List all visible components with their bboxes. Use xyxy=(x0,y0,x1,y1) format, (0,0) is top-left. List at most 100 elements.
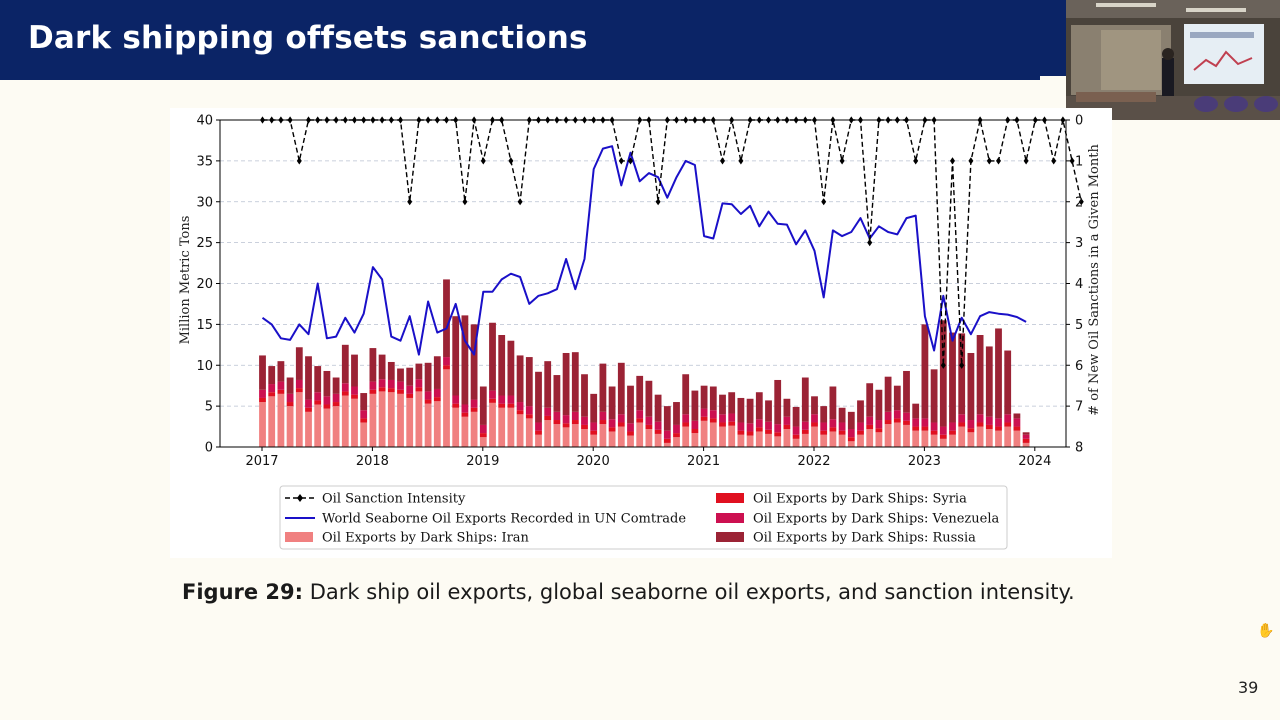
bar-0-1 xyxy=(268,396,276,447)
bar-2-13 xyxy=(378,379,386,388)
y2-tick-label-2: 2 xyxy=(1075,195,1083,210)
sanction-marker-61 xyxy=(821,198,827,206)
bar-1-66 xyxy=(866,424,874,430)
bar-3-35 xyxy=(581,374,588,417)
bar-1-19 xyxy=(433,397,441,402)
bar-0-64 xyxy=(847,441,855,447)
bar-2-82 xyxy=(1013,418,1021,427)
sanction-marker-22 xyxy=(462,198,468,206)
bar-2-2 xyxy=(277,381,285,390)
sanction-marker-28 xyxy=(517,198,523,206)
bar-1-72 xyxy=(921,426,929,431)
bar-3-9 xyxy=(341,344,349,384)
dark-shipping-chart: 0 5 10 15 20 25 30 35 40 0 1 2 3 4 5 6 7 8 2017 2018 2019 202… xyxy=(178,114,1102,550)
bar-2-74 xyxy=(939,426,947,435)
bar-2-20 xyxy=(443,357,450,366)
bar-0-73 xyxy=(930,434,938,447)
bar-2-40 xyxy=(627,423,634,432)
bar-2-34 xyxy=(571,411,579,421)
bar-2-75 xyxy=(949,422,956,431)
bar-1-71 xyxy=(912,426,920,431)
bar-0-52 xyxy=(737,434,745,447)
bar-1-25 xyxy=(489,398,496,403)
bar-1-64 xyxy=(847,437,855,442)
bar-2-78 xyxy=(976,414,984,423)
bar-0-61 xyxy=(820,434,828,447)
y-tick-label-6: 30 xyxy=(196,195,213,210)
bar-2-18 xyxy=(424,391,432,400)
caption-label: Figure 29: xyxy=(182,580,304,604)
bar-1-74 xyxy=(939,434,947,439)
bar-1-18 xyxy=(424,399,432,404)
y2-tick-label-5: 5 xyxy=(1075,318,1083,333)
bar-1-50 xyxy=(719,422,726,427)
bar-group xyxy=(259,279,1030,448)
bar-2-22 xyxy=(461,404,469,413)
bar-3-30 xyxy=(535,371,542,423)
bar-0-14 xyxy=(387,392,395,447)
bar-2-15 xyxy=(397,381,404,390)
bar-1-15 xyxy=(397,389,404,394)
bar-2-11 xyxy=(360,410,368,419)
bar-0-66 xyxy=(866,429,874,447)
bar-1-2 xyxy=(277,389,285,394)
bar-0-41 xyxy=(636,422,644,447)
figure-caption: Figure 29: Dark ship oil exports, global… xyxy=(182,580,1075,604)
bar-2-68 xyxy=(884,411,892,421)
bar-0-51 xyxy=(728,425,736,447)
bar-0-36 xyxy=(590,434,598,447)
bar-1-40 xyxy=(627,431,634,436)
bar-3-54 xyxy=(755,392,763,420)
bar-1-1 xyxy=(268,392,276,397)
bar-2-39 xyxy=(617,414,625,423)
legend-label-5: Oil Exports by Dark Ships: Russia xyxy=(753,531,976,546)
bar-1-49 xyxy=(709,418,717,423)
bar-3-23 xyxy=(470,324,478,400)
bar-3-18 xyxy=(424,362,432,392)
y2-tick-label-7: 7 xyxy=(1075,400,1083,415)
bar-1-12 xyxy=(369,389,377,394)
bar-1-60 xyxy=(811,422,818,427)
bar-0-28 xyxy=(516,414,524,447)
bar-1-59 xyxy=(801,429,809,434)
chart-panel: 0 5 10 15 20 25 30 35 40 0 1 2 3 4 5 6 7 8 2017 2018 2019 202… xyxy=(170,108,1112,558)
bar-0-76 xyxy=(958,426,966,447)
bar-1-83 xyxy=(1022,438,1030,443)
bar-1-13 xyxy=(378,387,386,392)
bar-3-49 xyxy=(709,386,717,411)
bar-0-81 xyxy=(1004,426,1012,447)
bar-3-44 xyxy=(663,406,671,431)
sanction-marker-63 xyxy=(839,157,845,165)
page-number: 39 xyxy=(1238,678,1259,697)
bar-2-19 xyxy=(433,388,441,398)
bar-3-4 xyxy=(295,347,303,380)
bar-3-61 xyxy=(820,406,828,423)
bar-3-73 xyxy=(930,369,938,423)
sanction-marker-4 xyxy=(296,157,302,165)
bar-3-25 xyxy=(489,322,496,391)
sanction-marker-79 xyxy=(986,157,992,165)
bar-0-45 xyxy=(673,437,680,447)
bar-1-78 xyxy=(976,422,984,427)
bar-0-10 xyxy=(351,398,358,447)
bar-3-83 xyxy=(1022,432,1030,435)
bar-2-5 xyxy=(305,399,312,408)
bar-2-61 xyxy=(820,422,828,431)
bar-2-41 xyxy=(636,410,644,419)
bar-0-11 xyxy=(360,422,368,447)
bar-2-7 xyxy=(323,396,331,405)
bar-0-65 xyxy=(857,434,864,447)
bar-1-38 xyxy=(608,427,616,432)
bar-0-3 xyxy=(286,406,294,448)
bar-1-14 xyxy=(387,388,395,393)
bar-2-64 xyxy=(847,429,855,438)
bar-3-48 xyxy=(700,385,708,409)
x-tick-label-2: 2019 xyxy=(466,454,499,469)
bar-3-66 xyxy=(866,383,874,417)
title-bar-notch xyxy=(1040,76,1066,80)
bar-1-51 xyxy=(728,421,736,426)
bar-2-44 xyxy=(663,430,671,439)
bar-3-11 xyxy=(360,393,368,411)
bar-3-52 xyxy=(737,397,745,423)
axes: 0 5 10 15 20 25 30 35 40 0 1 2 3 4 5 6 7 8 2017 2018 2019 202… xyxy=(196,114,1083,470)
